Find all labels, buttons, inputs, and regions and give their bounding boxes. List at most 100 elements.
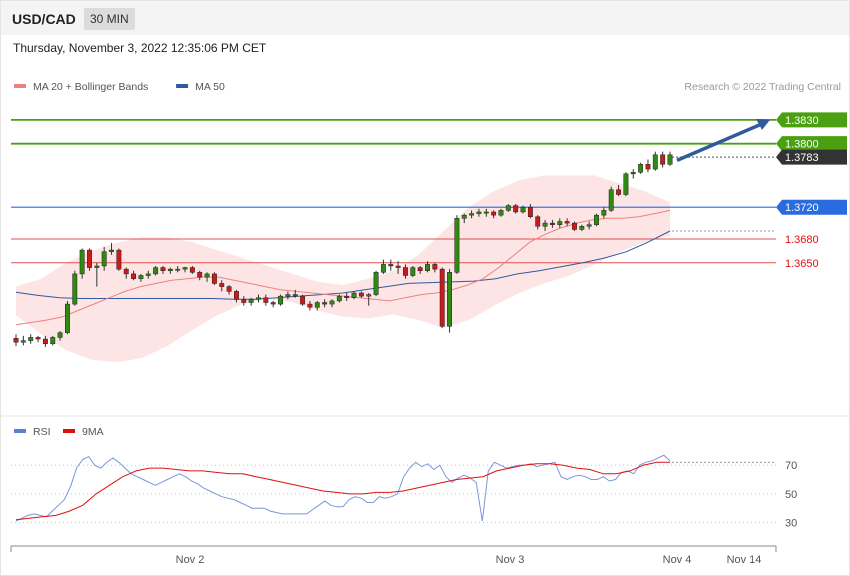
legend-label: MA 50 (195, 81, 225, 93)
ma50-line (15, 230, 671, 300)
timeframe-button[interactable]: 30 MIN (84, 8, 135, 30)
candle-body (410, 267, 416, 276)
rsi-ma9-line (15, 461, 670, 521)
candle-body (263, 297, 269, 303)
candle-body (336, 295, 342, 302)
candle-body (380, 264, 386, 273)
candle-body (307, 303, 313, 308)
candle-body (351, 292, 357, 298)
candle-body (116, 249, 122, 270)
symbol-label: USD/CAD (12, 11, 76, 27)
forecast-arrow-shaft (676, 122, 763, 162)
level-label-1.3720: 1.3720 (785, 202, 819, 214)
candle-body (292, 294, 298, 297)
candle-body (513, 205, 519, 213)
candle-body (50, 337, 56, 345)
datetime-label: Thursday, November 3, 2022 12:35:06 PM C… (13, 41, 267, 55)
candle-body (395, 265, 401, 268)
candle-body (594, 214, 599, 225)
candle-body (549, 222, 555, 225)
candle-body (616, 189, 622, 195)
candle-body (109, 249, 114, 252)
candle-body (131, 273, 137, 279)
candle-body (557, 221, 563, 225)
candle-body (79, 249, 85, 275)
level-label-1.3800: 1.3800 (785, 139, 819, 151)
candle-body (601, 210, 607, 216)
candle-body (579, 226, 585, 230)
candle-body (542, 222, 548, 227)
candle-body (454, 218, 460, 273)
candle-body (300, 295, 306, 305)
candle-body (233, 291, 239, 300)
level-tag-1.3800 (776, 136, 847, 152)
candle-body (623, 173, 629, 195)
rsi-tick-label: 30 (785, 518, 797, 530)
candle-body (373, 272, 379, 295)
chart-header: USD/CAD 30 MIN (1, 1, 849, 35)
candle-body (13, 337, 19, 343)
candle-body (285, 294, 291, 297)
candle-body (461, 214, 467, 219)
candle-body (72, 273, 78, 305)
candle-body (160, 267, 166, 271)
legend-swatch (176, 84, 189, 88)
candle-body (167, 268, 173, 271)
candle-body (358, 292, 364, 297)
candle-body (226, 286, 232, 292)
candle-body (425, 264, 430, 271)
candle-body (64, 303, 70, 333)
candle-body (535, 216, 541, 227)
candle-body (476, 211, 482, 214)
candle-body (630, 172, 636, 175)
candle-body (197, 272, 203, 278)
candle-body (138, 275, 144, 279)
candle-body (94, 265, 100, 268)
candle-body (248, 299, 254, 303)
x-tick-label: Nov 4 (663, 554, 692, 566)
x-tick-label: Nov 3 (496, 554, 525, 566)
candle-body (344, 295, 350, 298)
candle-body (417, 267, 423, 271)
legend-label: MA 20 + Bollinger Bands (33, 81, 148, 93)
candle-body (520, 206, 526, 213)
level-tag-1.3783 (776, 149, 847, 165)
candle-body (403, 267, 408, 276)
candle-body (270, 302, 276, 305)
level-label-1.3830: 1.3830 (785, 115, 819, 127)
candle-body (483, 211, 489, 214)
candle-body (28, 337, 34, 341)
candle-body (204, 273, 210, 278)
candle-body (20, 340, 26, 343)
candle-body (42, 338, 48, 345)
level-tag-1.3720 (776, 199, 847, 215)
candle-body (505, 205, 511, 211)
candle-body (667, 154, 673, 165)
candle-body (189, 267, 195, 273)
candle-body (586, 224, 592, 227)
candle-body (638, 164, 644, 173)
bollinger-band-area (16, 175, 670, 363)
candle-body (439, 268, 445, 327)
candle-body (182, 267, 188, 270)
candle-body (572, 222, 577, 230)
rsi-line (15, 454, 671, 522)
level-label-1.3783: 1.3783 (785, 152, 819, 164)
candle-body (527, 206, 533, 217)
candle-body (564, 221, 570, 224)
candle-body (278, 295, 283, 305)
candle-body (123, 268, 129, 275)
candle-body (366, 294, 372, 297)
x-tick-label: Nov 2 (176, 554, 205, 566)
legend-label: RSI (33, 426, 51, 438)
legend-swatch (63, 429, 75, 433)
candle-body (57, 332, 63, 338)
candle-body (329, 300, 335, 305)
candle-body (322, 302, 328, 305)
candle-body (153, 267, 159, 275)
candle-body (645, 164, 651, 170)
candle-body (432, 264, 438, 270)
candle-body (87, 249, 92, 268)
candle-body (498, 210, 504, 216)
